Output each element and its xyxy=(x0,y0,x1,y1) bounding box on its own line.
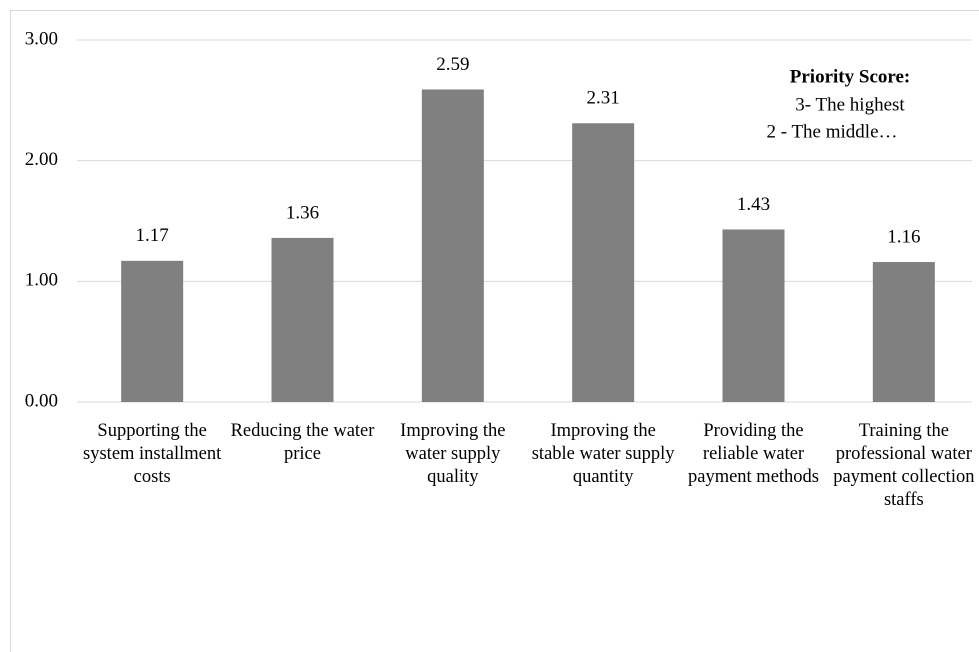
x-tick-label: Providing the reliable water payment met… xyxy=(687,421,820,487)
data-label: 2.59 xyxy=(436,54,469,75)
y-tick-label: 1.00 xyxy=(25,270,58,291)
chart-frame xyxy=(10,10,979,652)
x-tick-label: Supporting the system installment costs xyxy=(83,421,222,487)
annotation: Priority Score: xyxy=(790,66,910,87)
data-label: 1.16 xyxy=(887,226,920,247)
y-tick-label: 2.00 xyxy=(25,149,58,170)
bar xyxy=(271,237,334,402)
x-tick-label: Reducing the water price xyxy=(230,421,375,464)
bar xyxy=(722,229,785,402)
y-tick-label: 0.00 xyxy=(25,390,58,411)
data-label: 2.31 xyxy=(587,88,620,109)
x-tick-label: Improving the water supply quality xyxy=(400,421,506,487)
data-label: 1.36 xyxy=(286,202,319,223)
bar xyxy=(121,260,184,402)
bar xyxy=(421,89,484,403)
data-label: 1.17 xyxy=(136,225,169,246)
y-tick-label: 3.00 xyxy=(25,28,58,49)
bar xyxy=(572,123,635,402)
x-tick-label: Training the professional water payment … xyxy=(833,421,975,510)
annotation: 3- The highest xyxy=(795,94,905,115)
x-tick-label: Improving the stable water supply quanti… xyxy=(531,421,675,487)
bar xyxy=(872,262,935,402)
data-label: 1.43 xyxy=(737,194,770,215)
annotation: 2 - The middle… xyxy=(766,121,897,142)
